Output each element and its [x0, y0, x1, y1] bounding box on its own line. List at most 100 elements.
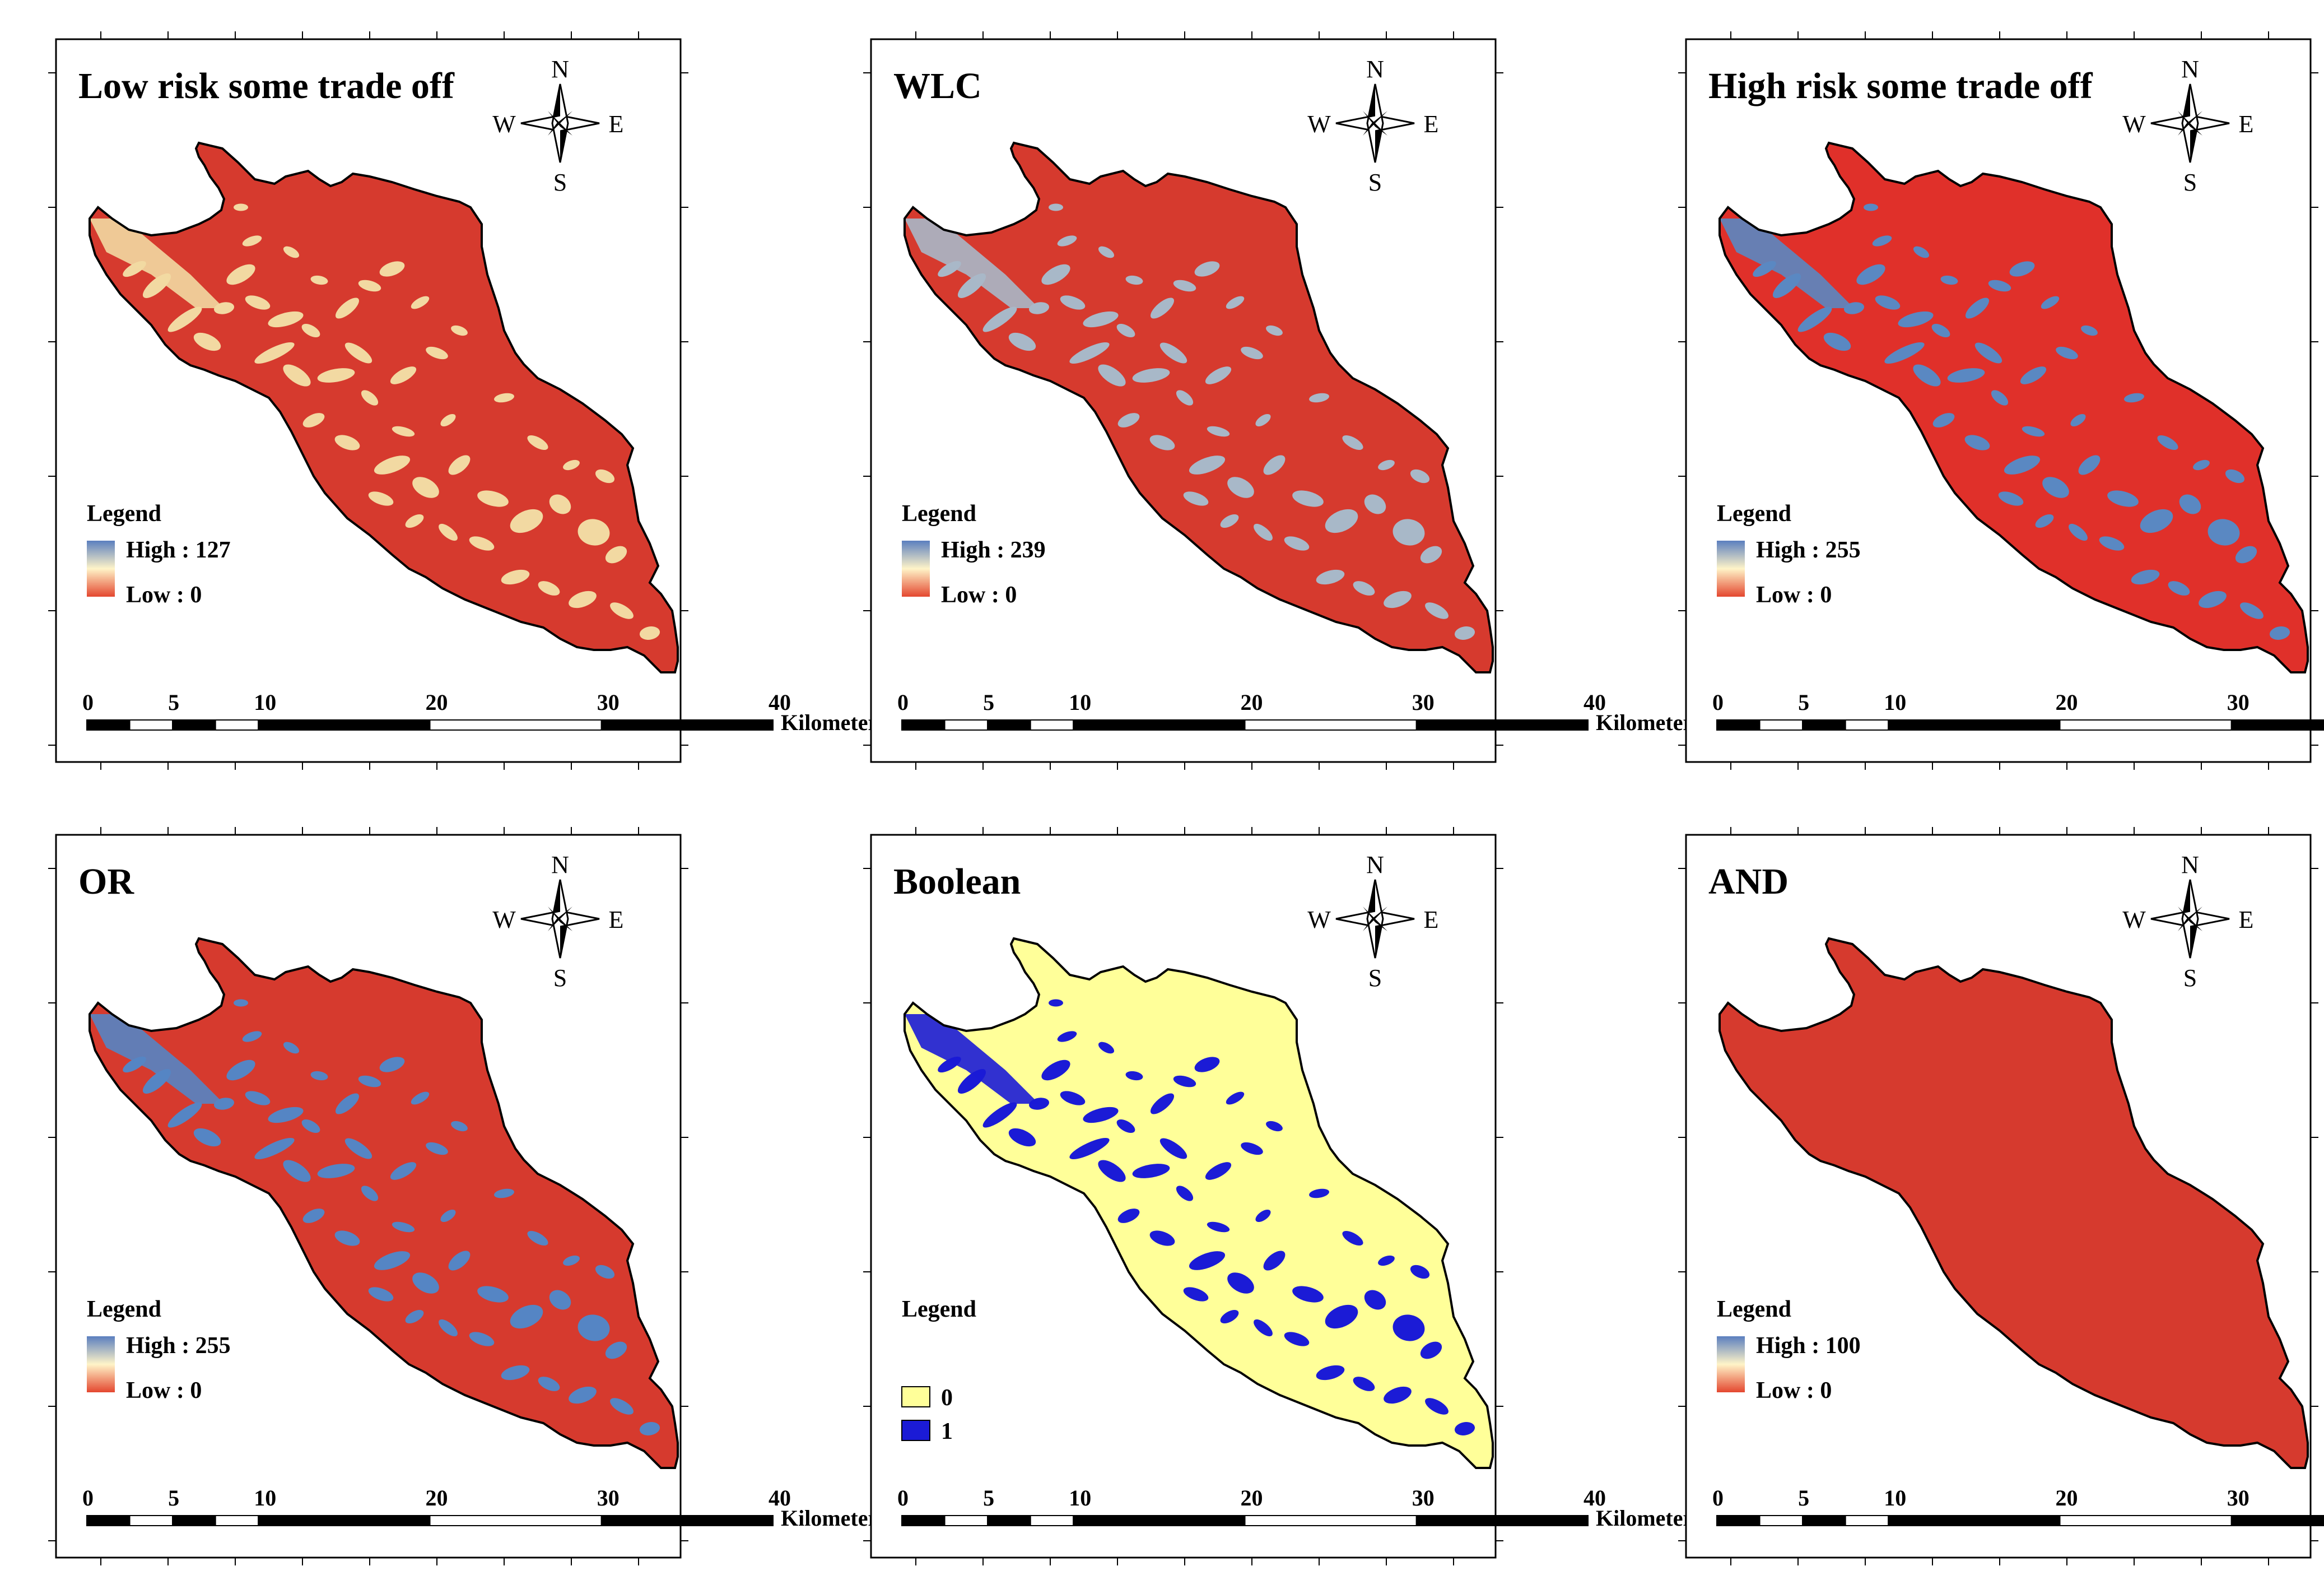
scale-bar-tick-label: 0 [897, 1485, 909, 1511]
graticule-ticks [48, 31, 688, 770]
scale-bar-tick-label: 20 [1241, 690, 1263, 715]
compass-e-label: E [609, 110, 624, 138]
legend-low-label: Low : 0 [126, 582, 202, 608]
study-area-boundary [1718, 937, 2309, 1469]
scale-bar-tick-label: 10 [254, 1485, 276, 1511]
scale-bar-tick-label: 0 [897, 690, 909, 715]
scale-bar-tick-label: 10 [254, 690, 276, 715]
compass-s-label: S [553, 964, 567, 992]
scale-bar-tick-label: 40 [769, 1485, 791, 1511]
legend-low-label: Low : 0 [126, 1378, 202, 1404]
scale-bar-tick-label: 5 [168, 1485, 179, 1511]
compass-w-label: W [1307, 906, 1331, 933]
scale-bar-tick-label: 30 [2227, 690, 2250, 715]
scale-bar-unit-label: Kilometers [1596, 1505, 1702, 1531]
scale-bar-tick-label: 5 [983, 690, 994, 715]
compass-n-label: N [2181, 851, 2199, 879]
scale-bar-tick-label: 40 [1584, 690, 1606, 715]
legend-swatch-1 [901, 1420, 930, 1441]
scale-bar-tick-label: 0 [82, 1485, 94, 1511]
legend: LegendLegend01 [901, 1296, 976, 1444]
legend-color-ramp [87, 541, 115, 597]
north-arrow-compass: N S E W [2122, 55, 2253, 196]
scale-bar-tick-label: 10 [1884, 690, 1906, 715]
legend-low-label: Low : 0 [1756, 1378, 1832, 1404]
legend-class-1-label: 1 [941, 1419, 953, 1444]
legend-swatch-0 [901, 1386, 930, 1407]
north-arrow-compass: N S E W [492, 851, 623, 992]
compass-s-label: S [553, 169, 567, 196]
compass-e-label: E [2239, 110, 2254, 138]
scale-bar-tick-label: 20 [426, 1485, 448, 1511]
suitability-patches [90, 999, 660, 1435]
panel-title: OR [78, 861, 134, 902]
study-area-boundary [903, 937, 1494, 1469]
compass-s-label: S [1368, 169, 1382, 196]
scale-bar-unit-label: Kilometers [781, 1505, 887, 1531]
legend-high-label: High : 239 [941, 537, 1046, 563]
study-area-boundary [1718, 141, 2309, 673]
scale-bar-tick-label: 5 [168, 690, 179, 715]
graticule-ticks [48, 827, 688, 1565]
compass-e-label: E [1424, 906, 1439, 933]
legend-title: Legend [87, 1296, 161, 1322]
panel-title: Boolean [893, 861, 1021, 902]
legend-color-ramp [87, 1336, 115, 1392]
compass-w-label: W [1307, 110, 1331, 138]
scale-bar-tick-label: 30 [1412, 1485, 1435, 1511]
graticule-ticks [1678, 827, 2318, 1565]
legend-title: Legend [902, 501, 976, 527]
study-area-boundary [903, 141, 1494, 673]
panel-title: Low risk some trade off [78, 66, 455, 106]
compass-e-label: E [2239, 906, 2254, 933]
map-panel-wlc: WLC N S E W Legend High : 239 Low : 0 0 5 10 20 30 40… [863, 31, 1702, 770]
map-panel-high-risk: High risk some trade off N S E W Legend High :… [1678, 31, 2324, 770]
scale-bar-tick-label: 0 [1712, 690, 1724, 715]
panel-title: High risk some trade off [1708, 66, 2093, 106]
north-arrow-compass: N S E W [492, 55, 623, 196]
graticule-ticks [863, 31, 1503, 770]
legend: Legend High : 127 Low : 0 [87, 501, 231, 608]
scale-bar-tick-label: 10 [1884, 1485, 1906, 1511]
legend: Legend High : 255 Low : 0 [1717, 501, 1861, 608]
panel-title: AND [1708, 861, 1789, 902]
graticule-ticks [863, 827, 1503, 1565]
scale-bar-tick-label: 0 [1712, 1485, 1724, 1511]
scale-bar-tick-label: 5 [1798, 690, 1809, 715]
compass-w-label: W [2122, 110, 2146, 138]
scale-bar-tick-label: 40 [1584, 1485, 1606, 1511]
compass-w-label: W [2122, 906, 2146, 933]
scale-bar-tick-label: 30 [1412, 690, 1435, 715]
scale-bar-unit-label: Kilometers [781, 710, 887, 735]
study-area-boundary [89, 937, 679, 1469]
suitability-patches [90, 203, 660, 640]
compass-n-label: N [551, 851, 569, 879]
legend-title: Legend [902, 1296, 976, 1322]
legend: Legend High : 239 Low : 0 [902, 501, 1046, 608]
north-arrow-compass: N S E W [2122, 851, 2253, 992]
map-panel-low-risk: Low risk some trade off N S E W Legend High : … [48, 31, 887, 770]
compass-n-label: N [1366, 55, 1384, 83]
scale-bar-tick-label: 0 [82, 690, 94, 715]
scale-bar-unit-label: Kilometers [1596, 710, 1702, 735]
map-panel-or: OR N S E W Legend High : 255 Low : 0 0 5 10 20 30 40K… [48, 827, 887, 1565]
scale-bar-tick-label: 30 [597, 690, 620, 715]
scale-bar-tick-label: 30 [2227, 1485, 2250, 1511]
legend: Legend High : 255 Low : 0 [87, 1296, 231, 1404]
compass-s-label: S [2183, 169, 2197, 196]
compass-s-label: S [1368, 964, 1382, 992]
legend-title: Legend [1717, 1296, 1791, 1322]
legend-color-ramp [902, 541, 930, 597]
scale-bar-tick-label: 20 [2056, 1485, 2078, 1511]
compass-w-label: W [492, 110, 516, 138]
graticule-ticks [1678, 31, 2318, 770]
legend-title: Legend [87, 501, 161, 527]
compass-w-label: W [492, 906, 516, 933]
legend-high-label: High : 100 [1756, 1333, 1861, 1359]
legend-class-0-label: 0 [941, 1385, 953, 1411]
